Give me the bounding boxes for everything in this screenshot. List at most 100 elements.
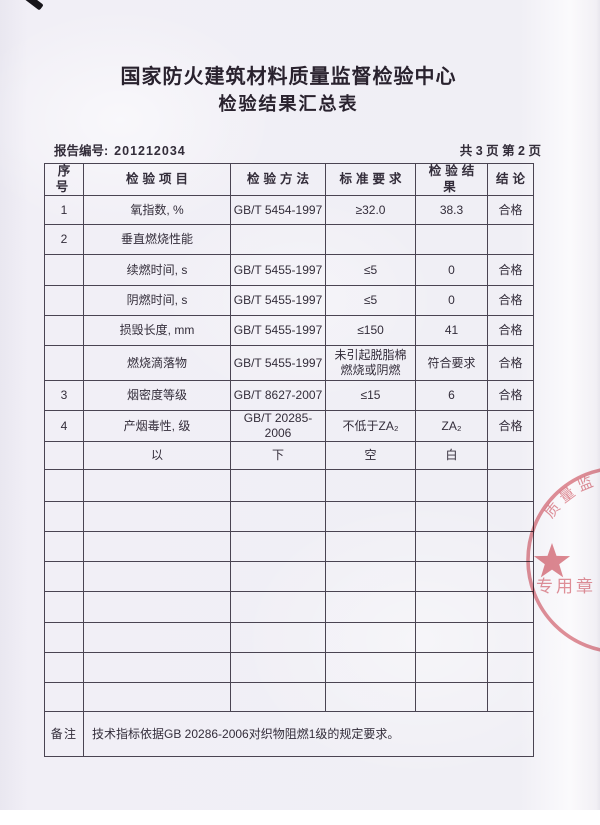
table-cell <box>325 591 416 624</box>
table-row: 1 氧指数, % GB/T 5454-1997 ≥32.0 38.3 合格 <box>44 195 534 226</box>
table-cell <box>487 501 534 533</box>
column-header: 序号 <box>44 162 84 197</box>
table-cell: 41 <box>415 315 488 347</box>
table-cell <box>44 254 84 287</box>
table-cell <box>325 682 416 713</box>
table-cell <box>83 591 231 624</box>
table-cell <box>325 652 416 684</box>
table-cell <box>230 531 326 563</box>
table-cell <box>487 652 534 684</box>
table-row: 3 烟密度等级 GB/T 8627-2007 ≤15 6 合格 <box>44 380 534 412</box>
table-cell <box>325 622 416 654</box>
page-subtitle: 检验结果汇总表 <box>218 94 359 114</box>
table-cell <box>325 501 416 533</box>
table-row: 续燃时间, s GB/T 5455-1997 ≤5 0 合格 <box>44 254 534 287</box>
table-cell <box>487 591 534 624</box>
table-cell: 合格 <box>487 285 534 317</box>
table-cell <box>83 469 231 503</box>
table-cell: 未引起脱脂棉 燃烧或阴燃 <box>325 345 416 382</box>
table-cell: 阴燃时间, s <box>83 285 231 317</box>
table-cell: 0 <box>415 285 488 317</box>
table-cell: 1 <box>44 195 84 226</box>
table-cell: 下 <box>230 441 326 471</box>
remark-text: 技术指标依据GB 20286-2006对织物阻燃1级的规定要求。 <box>83 711 534 758</box>
table-cell <box>230 224 326 256</box>
table-cell: 不低于ZA₂ <box>325 410 416 443</box>
empty-table-row <box>44 531 534 563</box>
table-cell: 烟密度等级 <box>83 380 231 412</box>
table-cell <box>325 561 416 593</box>
table-cell: 合格 <box>487 315 534 347</box>
table-cell: 3 <box>44 380 84 412</box>
table-cell <box>83 531 231 563</box>
column-header: 检验结果 <box>415 162 488 197</box>
table-cell: 合格 <box>487 410 534 443</box>
table-cell <box>44 652 84 684</box>
table-cell <box>44 682 84 713</box>
table-cell: 合格 <box>487 345 534 382</box>
column-header: 检验项目 <box>83 162 231 197</box>
table-cell <box>83 652 231 684</box>
table-cell: 符合要求 <box>415 345 488 382</box>
table-cell: 6 <box>415 380 488 412</box>
table-row: 以下空白 <box>44 441 534 471</box>
table-cell <box>83 622 231 654</box>
table-cell <box>325 469 416 503</box>
table-cell <box>487 561 534 593</box>
table-row: 2 垂直燃烧性能 <box>44 224 534 256</box>
table-cell <box>230 501 326 533</box>
table-cell <box>44 345 84 382</box>
column-header: 标准要求 <box>325 162 416 197</box>
table-cell <box>44 622 84 654</box>
table-cell: 氧指数, % <box>83 195 231 226</box>
table-cell <box>415 501 488 533</box>
table-cell: GB/T 5455-1997 <box>230 254 326 287</box>
table-cell: 合格 <box>487 195 534 226</box>
table-cell <box>415 652 488 684</box>
table-cell <box>415 561 488 593</box>
table-cell <box>83 682 231 713</box>
table-row: 4 产烟毒性, 级 GB/T 20285-2006 不低于ZA₂ ZA₂ 合格 <box>44 410 534 443</box>
table-cell <box>230 652 326 684</box>
table-cell: GB/T 8627-2007 <box>230 380 326 412</box>
remark-label: 备注 <box>44 711 84 758</box>
empty-table-row <box>44 501 534 533</box>
table-cell <box>415 224 488 256</box>
table-cell <box>487 682 534 713</box>
results-table: 序号 检验项目 检验方法 标准要求 检验结果 结论 1 氧指数, % GB/T 5454-19… <box>44 162 534 758</box>
table-cell <box>44 531 84 563</box>
table-cell: ≤150 <box>325 315 416 347</box>
table-cell: 续燃时间, s <box>83 254 231 287</box>
table-cell <box>325 531 416 563</box>
table-cell: 空 <box>325 441 416 471</box>
report-number: 报告编号: 201212034 <box>44 140 186 159</box>
table-cell <box>415 591 488 624</box>
table-row: 损毁长度, mm GB/T 5455-1997 ≤150 41 合格 <box>44 315 534 347</box>
report-info-line: 报告编号: 201212034 共 3 页 第 2 页 <box>44 140 541 159</box>
table-cell: ZA₂ <box>415 410 488 443</box>
table-cell: 燃烧滴落物 <box>83 345 231 382</box>
table-cell: 白 <box>415 441 488 471</box>
table-cell: 38.3 <box>415 195 488 226</box>
table-cell: GB/T 5455-1997 <box>230 285 326 317</box>
empty-table-row <box>44 682 534 713</box>
table-cell <box>325 224 416 256</box>
empty-table-row <box>44 561 534 593</box>
table-cell: 合格 <box>487 254 534 287</box>
table-row: 燃烧滴落物 GB/T 5455-1997 未引起脱脂棉 燃烧或阴燃 符合要求 合格 <box>44 345 534 382</box>
table-cell: 2 <box>44 224 84 256</box>
table-cell <box>44 561 84 593</box>
table-cell <box>44 501 84 533</box>
table-cell <box>44 285 84 317</box>
table-cell <box>230 591 326 624</box>
table-cell <box>44 591 84 624</box>
report-number-label: 报告编号: <box>54 144 109 158</box>
table-cell: 以 <box>83 441 231 471</box>
table-cell: ≤5 <box>325 254 416 287</box>
page-count-indicator: 共 3 页 第 2 页 <box>459 144 541 158</box>
table-cell: 垂直燃烧性能 <box>83 224 231 256</box>
empty-table-row <box>44 469 534 503</box>
table-cell <box>487 622 534 654</box>
table-cell: 0 <box>415 254 488 287</box>
page-title: 国家防火建筑材料质量监督检验中心 <box>120 66 457 88</box>
